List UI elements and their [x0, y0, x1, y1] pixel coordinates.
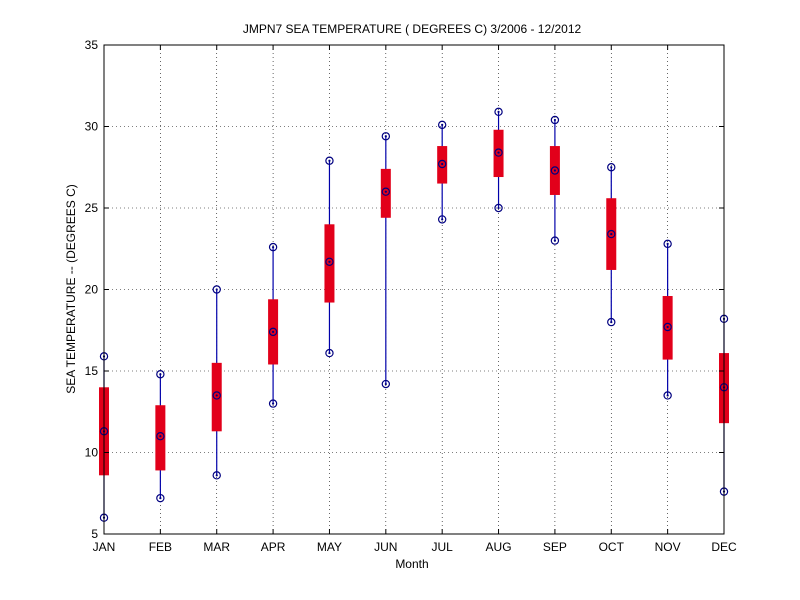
median-marker [663, 322, 672, 332]
min-marker [607, 317, 616, 327]
min-marker [494, 203, 503, 213]
x-tick-label: DEC [711, 540, 737, 554]
median-marker [212, 391, 221, 400]
box-iqr [324, 224, 335, 303]
y-tick-label: 10 [85, 446, 99, 460]
max-marker [381, 132, 391, 141]
max-marker [212, 285, 221, 294]
median-marker [156, 432, 165, 441]
x-tick-label: SEP [543, 540, 567, 554]
x-tick-label: JUL [432, 540, 454, 554]
max-marker [156, 370, 165, 379]
x-tick-label: JUN [374, 540, 397, 554]
x-tick-label: FEB [149, 540, 172, 554]
min-marker [381, 379, 391, 389]
min-marker [156, 493, 165, 503]
x-tick-label: AUG [486, 540, 512, 554]
x-tick-label: JAN [93, 540, 116, 554]
median-marker [381, 187, 391, 196]
max-marker [325, 156, 334, 165]
median-marker [550, 166, 560, 175]
median-marker [268, 327, 278, 337]
min-marker [325, 348, 334, 358]
max-marker [437, 120, 447, 130]
max-marker [663, 239, 672, 249]
x-tick-label: OCT [599, 540, 625, 554]
max-marker [494, 107, 503, 117]
y-axis-label: SEA TEMPERATURE -- (DEGREES C) [64, 184, 78, 394]
max-marker [268, 242, 278, 252]
tick-layer: 5 10 15 20 25 30 35 JAN FEB MAR APR MAY JUN JUL AUG SEP… [85, 38, 737, 554]
min-marker [437, 215, 447, 224]
y-tick-label: 5 [91, 527, 98, 541]
median-marker [494, 148, 503, 157]
y-tick-label: 15 [85, 364, 99, 378]
x-tick-label: MAR [203, 540, 230, 554]
min-marker [212, 471, 221, 480]
median-marker [325, 257, 334, 266]
box-iqr [211, 362, 222, 432]
min-marker [550, 236, 560, 245]
max-marker [607, 163, 616, 172]
y-tick-label: 20 [85, 283, 99, 297]
median-marker [437, 159, 447, 169]
y-tick-label: 25 [85, 201, 99, 215]
x-tick-label: MAY [317, 540, 342, 554]
y-tick-label: 30 [85, 120, 99, 134]
chart-title: JMPN7 SEA TEMPERATURE ( DEGREES C) 3/200… [243, 22, 582, 36]
max-marker [550, 115, 560, 125]
box-iqr [155, 405, 166, 471]
min-marker [268, 399, 278, 408]
min-marker [663, 391, 672, 400]
box-iqr [380, 168, 391, 218]
median-marker [607, 229, 616, 239]
x-axis-label: Month [395, 557, 428, 571]
x-tick-label: NOV [655, 540, 681, 554]
y-tick-label: 35 [85, 38, 99, 52]
x-tick-label: APR [261, 540, 286, 554]
